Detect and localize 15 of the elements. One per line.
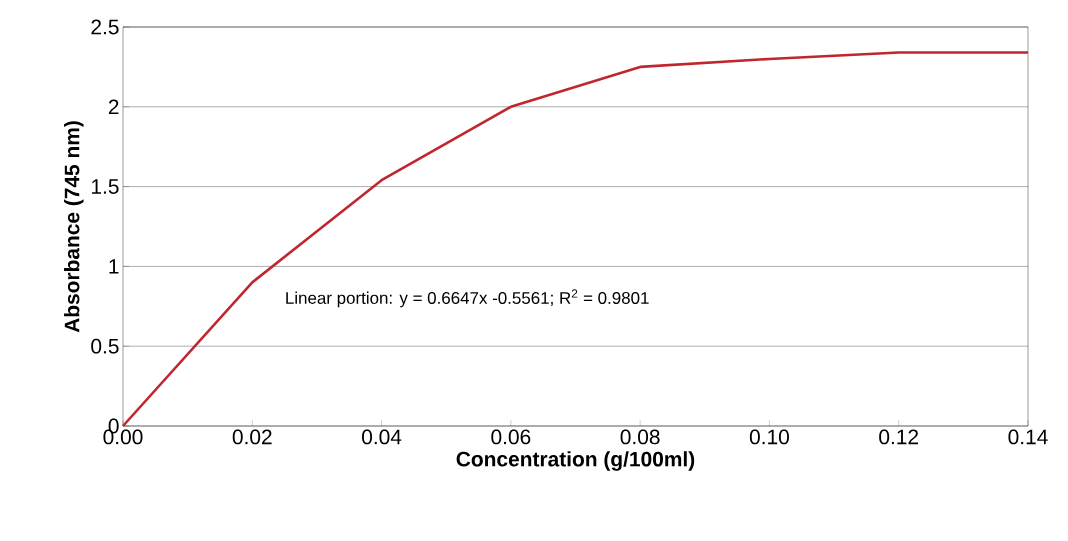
y-tick-label: 0.5 (91, 338, 119, 354)
x-tick-label: 0.02 (232, 429, 272, 445)
x-tick-label: 0.14 (1008, 429, 1048, 445)
y-tick-label: 2 (108, 99, 119, 115)
x-tick-label: 0.06 (491, 429, 531, 445)
x-tick-label: 0.10 (749, 429, 789, 445)
x-axis-title: Concentration (g/100ml) (456, 451, 695, 471)
y-tick-label: 2.5 (91, 19, 119, 35)
y-axis-title: Absorbance (745 nm) (64, 121, 84, 333)
x-tick-label: 0.04 (362, 429, 402, 445)
x-tick-label: 0.08 (620, 429, 660, 445)
annotation: Linear portion: y = 0.6647x -0.5561; R$^{2}$ = 0.9801 (286, 289, 649, 308)
y-tick-label: 1.5 (91, 179, 119, 194)
x-tick-label: 0.12 (879, 429, 919, 445)
y-tick-label: 1 (109, 259, 119, 274)
